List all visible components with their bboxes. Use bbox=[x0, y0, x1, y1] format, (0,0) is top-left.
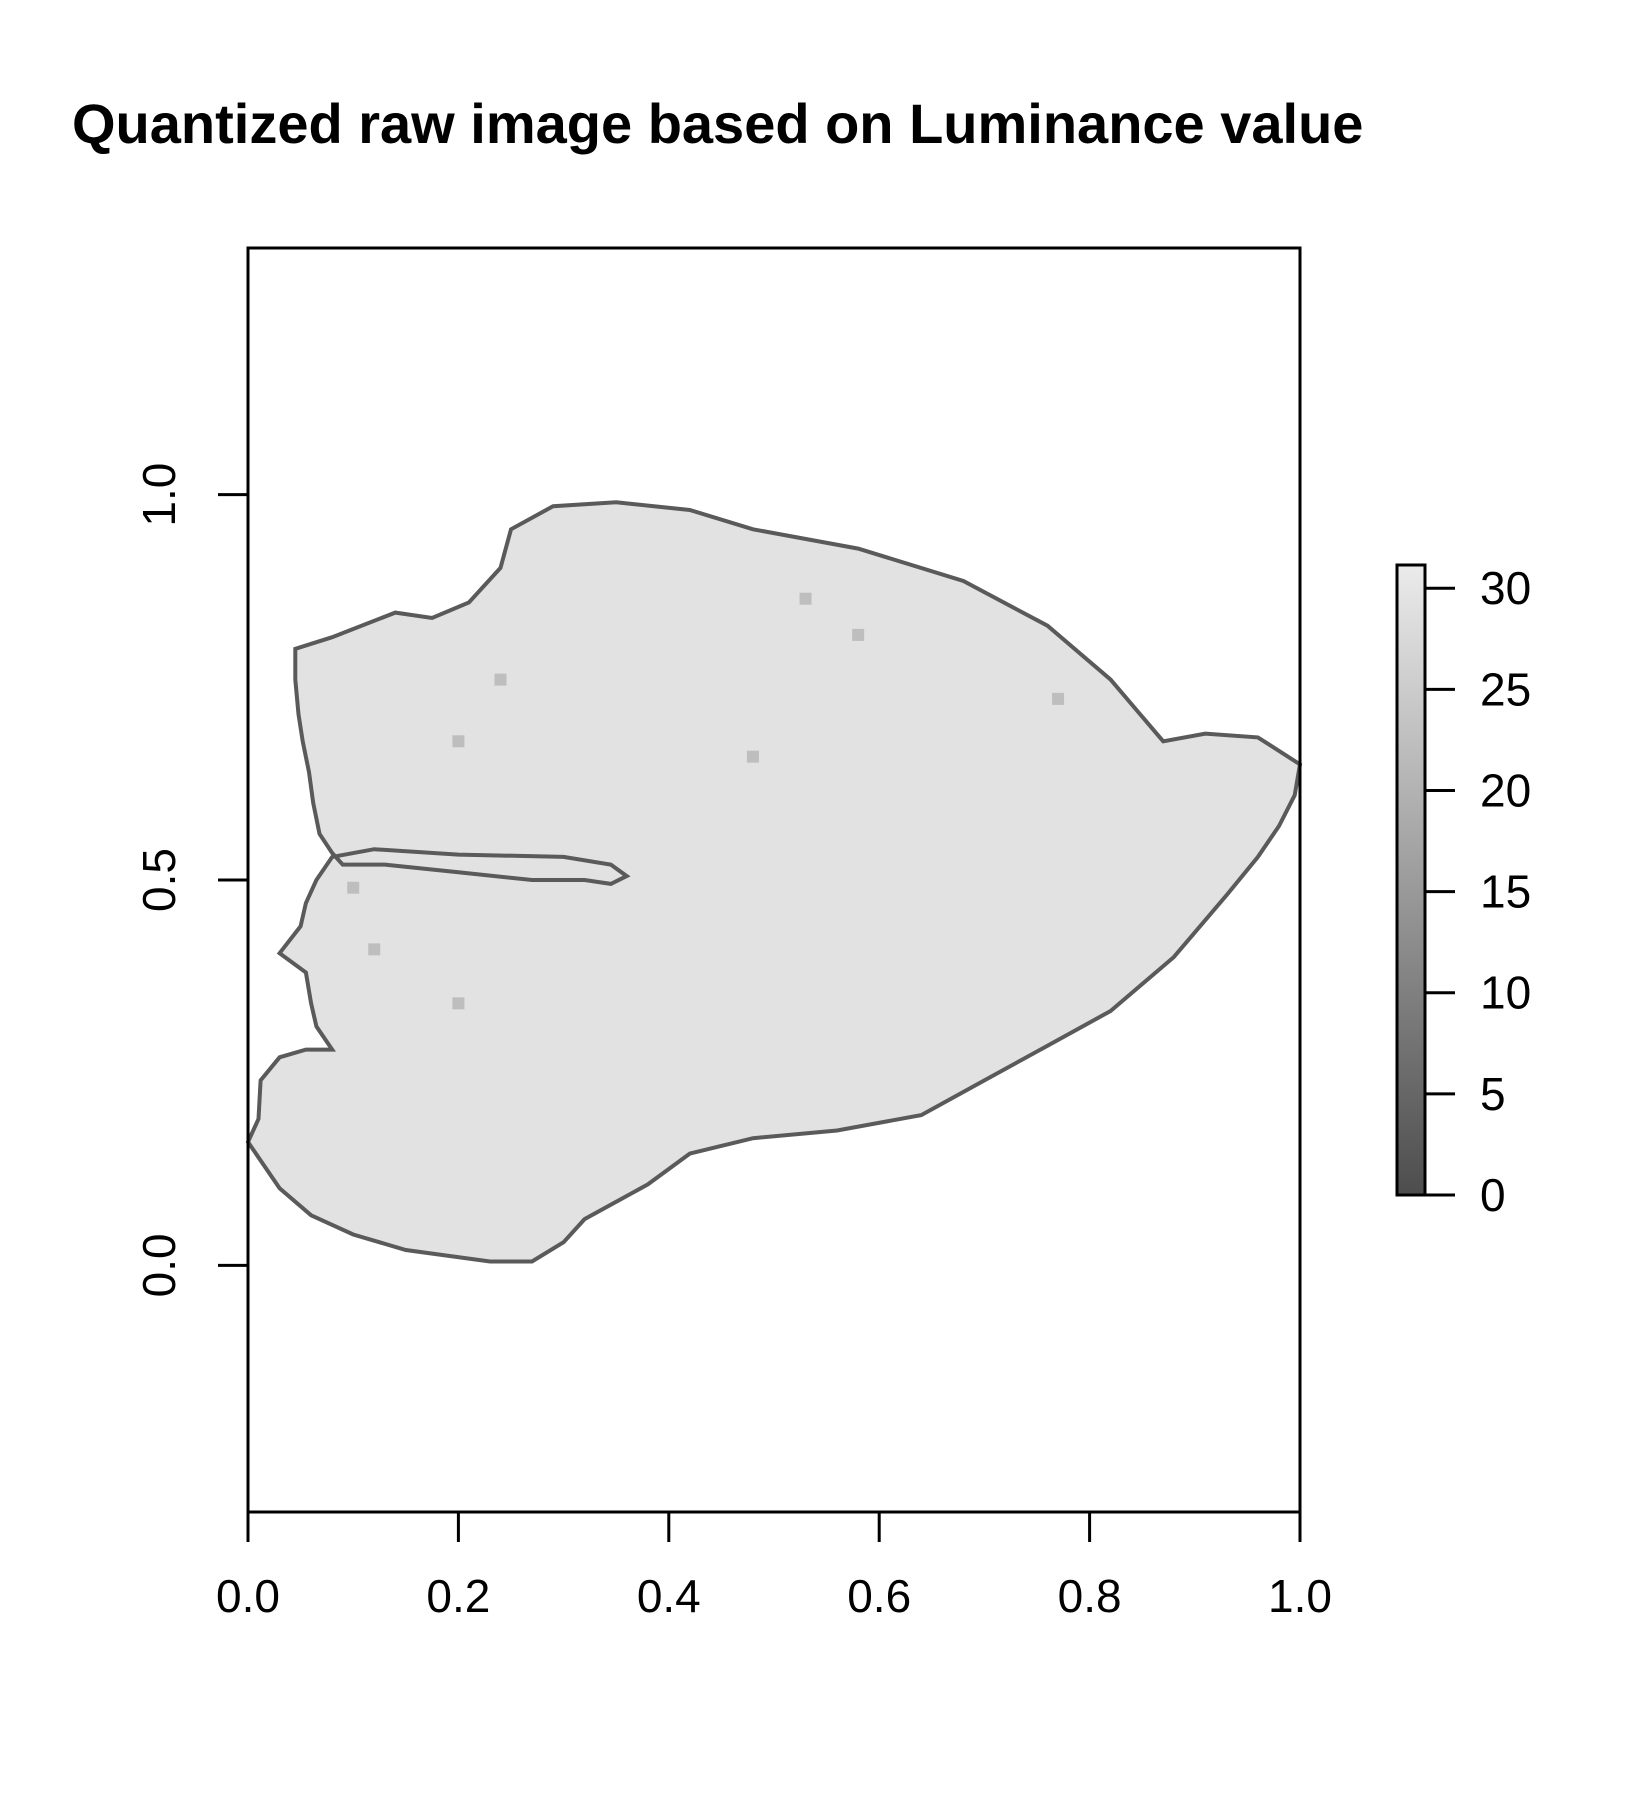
colorbar-tick-label-6: 30 bbox=[1480, 562, 1531, 614]
dark-speck-4 bbox=[452, 735, 465, 748]
x-tick-label-4: 0.8 bbox=[1058, 1570, 1122, 1622]
plot-area bbox=[245, 500, 1303, 1264]
y-axis: 0.0 0.5 1.0 bbox=[133, 463, 250, 1297]
colorbar-tick-label-1: 5 bbox=[1480, 1068, 1506, 1120]
x-tick-label-2: 0.4 bbox=[637, 1570, 701, 1622]
x-tick-label-5: 1.0 bbox=[1268, 1570, 1332, 1622]
dark-speck-2 bbox=[452, 997, 465, 1010]
dark-speck-7 bbox=[1052, 692, 1065, 705]
dark-speck-0 bbox=[347, 881, 360, 894]
dark-speck-1 bbox=[368, 943, 381, 956]
y-tick-label-1: 0.5 bbox=[133, 848, 185, 912]
dark-speck-3 bbox=[494, 673, 507, 686]
y-tick-label-0: 0.0 bbox=[133, 1233, 185, 1297]
luminance-region bbox=[245, 500, 1303, 1264]
dark-specks bbox=[347, 592, 1065, 1010]
dark-speck-6 bbox=[799, 592, 812, 605]
x-tick-label-0: 0.0 bbox=[216, 1570, 280, 1622]
colorbar-tick-label-3: 15 bbox=[1480, 866, 1531, 918]
colorbar-tick-label-0: 0 bbox=[1480, 1169, 1506, 1221]
colorbar-gradient bbox=[1395, 563, 1427, 1197]
dark-speck-8 bbox=[746, 750, 759, 763]
dark-speck-5 bbox=[852, 628, 865, 641]
x-axis: 0.0 0.2 0.4 0.6 0.8 1.0 bbox=[216, 1510, 1332, 1622]
y-tick-label-2: 1.0 bbox=[133, 463, 185, 527]
colorbar-tick-label-5: 25 bbox=[1480, 663, 1531, 715]
colorbar-tick-label-2: 10 bbox=[1480, 967, 1531, 1019]
colorbar: 0 5 10 15 20 25 30 bbox=[1395, 562, 1531, 1221]
colorbar-ticks: 0 5 10 15 20 25 30 bbox=[1425, 562, 1531, 1221]
x-tick-label-3: 0.6 bbox=[847, 1570, 911, 1622]
x-tick-label-1: 0.2 bbox=[426, 1570, 490, 1622]
colorbar-tick-label-4: 20 bbox=[1480, 764, 1531, 816]
chart-title: Quantized raw image based on Luminance v… bbox=[72, 92, 1363, 155]
